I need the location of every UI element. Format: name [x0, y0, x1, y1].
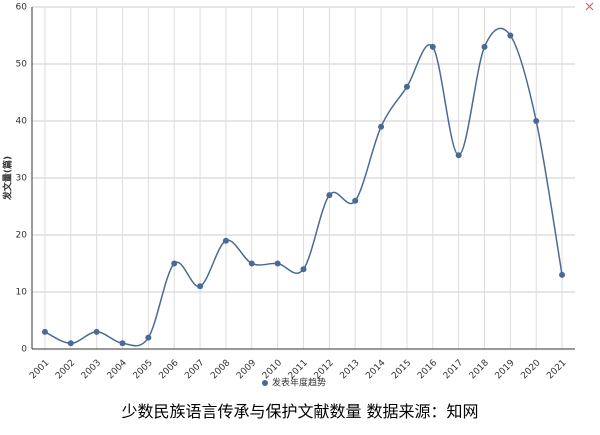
x-tick-label: 2014: [364, 358, 387, 381]
point: [403, 83, 410, 90]
x-tick-label: 2002: [54, 358, 77, 381]
y-tick-label: 50: [16, 60, 28, 70]
x-tick-label: 2016: [416, 358, 439, 381]
point: [533, 118, 540, 124]
point: [455, 152, 462, 159]
y-tick-label: 0: [21, 345, 27, 355]
x-tick-label: 2004: [106, 358, 129, 381]
point: [171, 260, 178, 267]
close-icon: [585, 2, 594, 11]
y-tick-label: 10: [16, 288, 28, 298]
point: [429, 43, 436, 50]
x-tick-label: 2013: [338, 358, 361, 381]
x-tick-label: 2007: [183, 358, 206, 381]
chart: 发文量(篇) 0 10 20 30 40 50 60 2001 2002 2003 2004 2005…: [2, 2, 594, 389]
x-tick-label: 2009: [235, 358, 258, 381]
legend-label: 发表年度趋势: [272, 377, 326, 389]
point: [378, 123, 385, 130]
point: [274, 260, 281, 267]
x-tick-label: 2003: [80, 358, 103, 381]
legend-marker: [262, 380, 268, 386]
y-tick-label: 60: [16, 3, 28, 13]
point: [326, 192, 333, 199]
point: [41, 328, 48, 335]
x-tick-label: 2020: [519, 358, 542, 381]
x-tick-label: 2006: [157, 358, 180, 381]
x-tick-label: 2021: [545, 358, 568, 381]
caption: 少数民族语言传承与保护文献数量 数据来源：知网: [121, 402, 479, 421]
point: [119, 340, 126, 347]
point: [352, 197, 359, 204]
x-tick-label: 2018: [468, 358, 491, 381]
y-tick-label: 40: [16, 117, 28, 127]
y-tick-label: 20: [16, 231, 28, 241]
close-button[interactable]: [585, 2, 594, 11]
point: [93, 328, 100, 335]
x-tick-label: 2001: [28, 358, 51, 381]
x-tick-label: 2008: [209, 358, 232, 381]
y-axis-label: 发文量(篇): [2, 156, 14, 201]
x-tick-label: 2017: [442, 358, 465, 381]
x-tick-label: 2019: [494, 358, 517, 381]
point: [248, 260, 255, 267]
point: [507, 32, 514, 39]
x-tick-label: 2015: [390, 358, 413, 381]
point: [559, 271, 566, 278]
point: [481, 43, 488, 50]
y-tick-label: 30: [16, 174, 28, 184]
point: [197, 283, 204, 290]
point: [67, 340, 74, 347]
point: [145, 334, 152, 341]
point: [222, 237, 229, 244]
x-tick-label: 2005: [132, 358, 155, 381]
point: [300, 266, 307, 273]
